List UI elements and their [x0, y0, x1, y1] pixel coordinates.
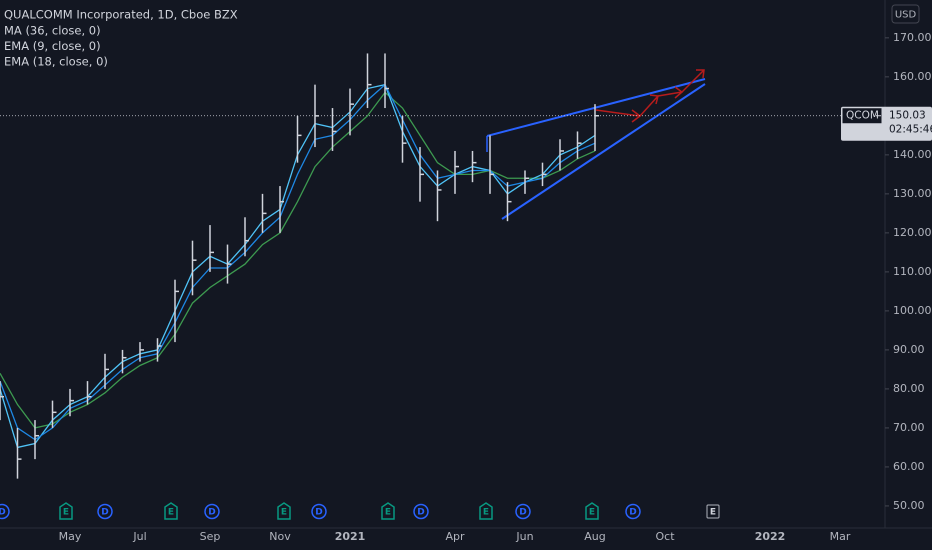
event-label[interactable]: E [710, 508, 716, 518]
x-tick-label: 2022 [755, 530, 786, 543]
projection-arrows [595, 69, 705, 123]
x-tick-label: Apr [445, 530, 465, 543]
x-tick-label: Jul [132, 530, 146, 543]
event-label[interactable]: D [0, 508, 6, 518]
event-label[interactable]: E [385, 508, 391, 518]
x-tick-label: Jun [515, 530, 533, 543]
event-badge[interactable] [515, 503, 531, 520]
countdown: 02:45:46 [889, 124, 932, 136]
event-label[interactable]: E [281, 508, 287, 518]
event-label[interactable]: D [101, 508, 108, 518]
legend-entry: EMA (18, close, 0) [4, 55, 108, 69]
event-label[interactable]: E [63, 508, 69, 518]
event-label[interactable]: D [417, 508, 424, 518]
event-badge[interactable] [0, 503, 10, 520]
x-tick-label: Oct [655, 530, 675, 543]
last-price: 150.03 [889, 110, 926, 122]
event-badge[interactable] [277, 502, 291, 520]
y-tick-label: 90.00 [893, 343, 925, 356]
event-label[interactable]: E [483, 508, 489, 518]
x-tick-label: Aug [584, 530, 605, 543]
y-tick-label: 110.00 [893, 265, 932, 278]
event-badge[interactable] [164, 502, 178, 520]
x-tick-label: May [59, 530, 82, 543]
price-bars [0, 53, 599, 479]
event-badge[interactable] [625, 503, 641, 520]
event-badge[interactable] [585, 502, 599, 520]
event-badge[interactable] [381, 502, 395, 520]
x-tick-label: 2021 [335, 530, 366, 543]
y-tick-label: 130.00 [893, 187, 932, 200]
x-tick-label: Mar [830, 530, 851, 543]
y-tick-label: 50.00 [893, 499, 925, 512]
legend-entry: EMA (9, close, 0) [4, 39, 101, 53]
event-badge[interactable] [59, 502, 73, 520]
wedge-upper [486, 78, 706, 137]
event-label[interactable]: D [519, 508, 526, 518]
event-badge[interactable] [311, 503, 327, 520]
y-tick-label: 70.00 [893, 421, 925, 434]
trend-drawings [486, 69, 706, 220]
y-tick-label: 60.00 [893, 460, 925, 473]
x-tick-label: Sep [200, 530, 221, 543]
y-tick-label: 80.00 [893, 382, 925, 395]
y-tick-label: 160.00 [893, 70, 932, 83]
arrow [681, 69, 705, 93]
y-tick-label: 120.00 [893, 226, 932, 239]
y-tick-label: 140.00 [893, 148, 932, 161]
currency[interactable]: USD [895, 10, 917, 21]
y-tick-label: 170.00 [893, 31, 932, 44]
x-tick-label: Nov [269, 530, 291, 543]
event-badge[interactable] [479, 502, 493, 520]
event-label[interactable]: E [168, 508, 174, 518]
event-label[interactable]: E [589, 508, 595, 518]
price-tag-symbol: QCOM [846, 110, 879, 122]
event-label[interactable]: D [629, 508, 636, 518]
currency-button[interactable] [891, 4, 920, 24]
event-label[interactable]: D [208, 508, 215, 518]
wedge-lower [501, 83, 706, 220]
event-label[interactable]: D [315, 508, 322, 518]
price-tag-inner [841, 107, 883, 125]
event-badge[interactable] [706, 504, 720, 519]
indicator-line [0, 83, 596, 441]
legend-entry: MA (36, close, 0) [4, 24, 101, 38]
indicator-line [0, 91, 596, 429]
y-tick-label: 100.00 [893, 304, 932, 317]
event-badge[interactable] [97, 503, 113, 520]
chart-title: QUALCOMM Incorporated, 1D, Cboe BZX [4, 8, 238, 22]
event-badge[interactable] [413, 503, 429, 520]
event-badge[interactable] [204, 503, 220, 520]
